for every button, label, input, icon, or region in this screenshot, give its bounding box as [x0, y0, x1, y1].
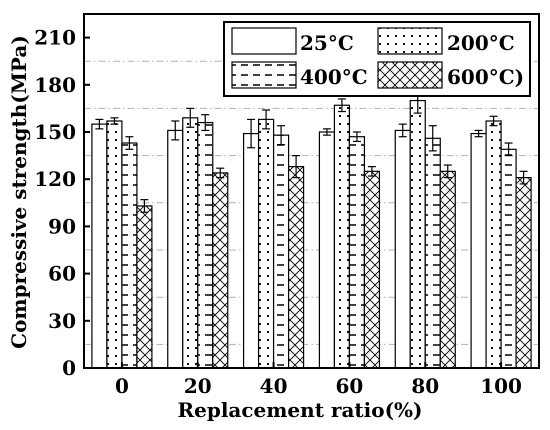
bar-blank-60: [318, 131, 336, 369]
legend: 25°C 200°C 400°C 600°C): [223, 21, 531, 97]
bar-dots-0: [106, 120, 123, 369]
bar-cross-hatch-40: [287, 166, 305, 369]
error-bars-group: [95, 87, 528, 213]
x-tick-label: 40: [260, 374, 288, 398]
y-tick-label: 0: [62, 356, 76, 380]
legend-label-200c: 200°C: [447, 31, 515, 55]
y-tick-label: 60: [48, 262, 76, 286]
bar-cross-hatch-0: [136, 205, 153, 369]
bar-dashes-40: [272, 134, 290, 369]
x-axis-ticks: 0 20 40 60 80 100: [115, 362, 522, 398]
y-tick-label: 90: [48, 214, 76, 238]
x-tick-label: 0: [115, 374, 129, 398]
bar-dots-20: [182, 117, 199, 369]
legend-swatch-400c: [231, 61, 297, 89]
bar-blank-0: [91, 123, 108, 369]
legend-swatch-200c: [377, 27, 443, 55]
bar-dashes-60: [348, 136, 366, 369]
bar-blank-40: [242, 132, 260, 369]
bar-cross-hatch-60: [363, 170, 381, 369]
y-tick-label: 210: [34, 26, 76, 50]
x-axis-title: Replacement ratio(%): [177, 398, 422, 422]
y-tick-label: 150: [34, 120, 76, 144]
legend-swatch-600c: [377, 61, 443, 89]
y-tick-label: 180: [34, 73, 76, 97]
bar-blank-80: [394, 129, 411, 369]
bar-cross-hatch-100: [515, 177, 532, 369]
y-axis-ticks: 0 30 60 90 120 150 180 210: [34, 26, 90, 380]
grid-lines: [84, 60, 539, 345]
bar-blank-100: [470, 132, 487, 369]
y-tick-label: 30: [48, 309, 76, 333]
bars-group: [91, 99, 532, 369]
bar-dots-100: [485, 120, 502, 369]
y-axis-title: Compressive strength(MPa): [7, 35, 31, 349]
x-tick-label: 60: [335, 374, 363, 398]
bar-cross-hatch-80: [439, 170, 456, 369]
y-tick-label: 120: [34, 167, 76, 191]
legend-label-400c: 400°C: [300, 65, 368, 89]
x-tick-label: 80: [411, 374, 439, 398]
bar-cross-hatch-20: [212, 172, 229, 369]
bar-dots-40: [257, 118, 275, 369]
plot-frame: [83, 13, 540, 369]
bar-dots-80: [409, 99, 426, 369]
bar-dashes-0: [121, 142, 138, 369]
bar-dashes-80: [424, 137, 441, 369]
legend-swatch-25c: [231, 27, 297, 55]
bar-dots-60: [333, 104, 351, 369]
x-tick-label: 100: [480, 374, 522, 398]
bar-dashes-20: [197, 121, 214, 369]
legend-label-600c: 600°C): [447, 65, 524, 89]
x-tick-label: 20: [184, 374, 212, 398]
bar-blank-20: [167, 129, 184, 369]
bar-dashes-100: [500, 148, 517, 369]
legend-label-25c: 25°C: [300, 31, 354, 55]
